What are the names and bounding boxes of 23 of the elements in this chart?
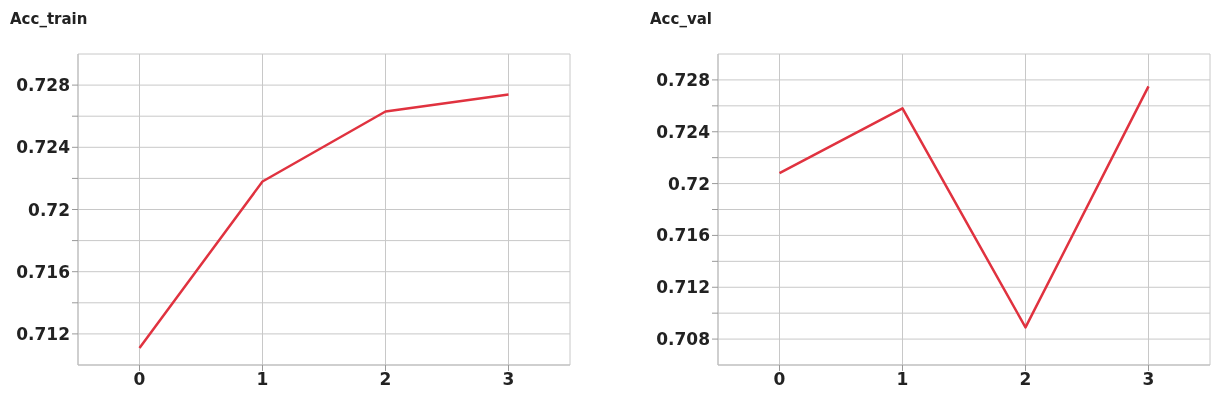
y-tick-label: 0.724 [656, 121, 711, 142]
line-series [778, 85, 1150, 329]
x-tick-label: 2 [379, 369, 392, 390]
y-tick-label: 0.712 [656, 277, 710, 298]
y-tick-label: 0.728 [16, 75, 70, 96]
chart-title: Acc_train [10, 10, 88, 28]
y-tick-label: 0.728 [656, 69, 710, 90]
x-tick-label: 3 [502, 369, 515, 390]
y-tick-label: 0.72 [28, 199, 70, 220]
y-tick-label: 0.72 [668, 173, 710, 194]
x-tick-label: 3 [1142, 369, 1155, 390]
line-series [138, 93, 510, 350]
y-tick-label: 0.708 [656, 329, 710, 350]
x-tick-label: 1 [256, 369, 269, 390]
x-tick-label: 1 [896, 369, 909, 390]
chart-title: Acc_val [650, 10, 712, 28]
y-tick-label: 0.712 [16, 323, 70, 344]
x-tick-label: 2 [1019, 369, 1032, 390]
y-tick-label: 0.716 [656, 225, 710, 246]
y-tick-label: 0.724 [16, 137, 71, 158]
x-tick-label: 0 [133, 369, 146, 390]
x-tick-label: 0 [773, 369, 786, 390]
y-tick-label: 0.716 [16, 261, 70, 282]
